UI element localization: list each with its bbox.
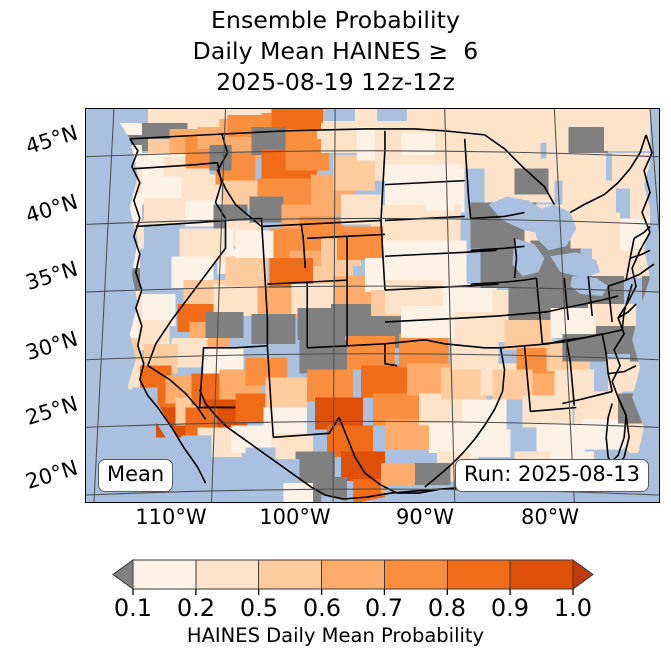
lon-label-90w: 90°W xyxy=(396,505,454,529)
probability-heatmap xyxy=(86,109,659,502)
map-gridlines xyxy=(86,109,659,502)
lon-label-110w: 110°W xyxy=(135,505,207,529)
colorbar-tick-label-1: 0.1 xyxy=(113,594,153,622)
title-line-1: Ensemble Probability xyxy=(211,6,460,34)
title-line-3: 2025-08-19 12z-12z xyxy=(216,68,455,96)
colorbar-tick-label-2: 0.2 xyxy=(176,594,216,622)
colorbar-tick-label-3: 0.5 xyxy=(239,594,279,622)
colorbar-tick-label-5: 0.7 xyxy=(364,594,404,622)
chart-title-block: Ensemble Probability Daily Mean HAINES ≥… xyxy=(0,0,671,98)
lon-label-100w: 100°W xyxy=(259,505,331,529)
lat-label-20n: 20°N xyxy=(22,455,81,494)
colorbar-segment-4 xyxy=(321,559,386,590)
colorbar-segment-2 xyxy=(195,559,260,590)
mean-label-box: Mean xyxy=(98,459,174,492)
colorbar-segment-6 xyxy=(446,559,511,590)
lat-label-45n: 45°N xyxy=(22,120,81,159)
lat-label-35n: 35°N xyxy=(22,256,81,295)
colorbar-tick-label-6: 0.8 xyxy=(427,594,467,622)
map-plot-area[interactable]: Mean Run: 2025-08-13 xyxy=(85,108,660,503)
run-date-box: Run: 2025-08-13 xyxy=(454,459,649,492)
colorbar-segment-7 xyxy=(509,559,574,590)
colorbar-under-arrow xyxy=(112,559,134,590)
title-line-2: Daily Mean HAINES ≥ 6 xyxy=(192,37,479,65)
colorbar-over-arrow xyxy=(572,559,594,590)
lon-label-80w: 80°W xyxy=(521,505,579,529)
colorbar-tick-label-4: 0.6 xyxy=(302,594,342,622)
lat-label-25n: 25°N xyxy=(22,391,81,430)
colorbar-segment-3 xyxy=(258,559,323,590)
colorbar-ticks xyxy=(132,589,574,595)
lat-label-40n: 40°N xyxy=(22,189,81,228)
colorbar-tick-label-8: 1.0 xyxy=(553,594,593,622)
colorbar-segment-1 xyxy=(132,559,197,590)
state-and-coast-borders xyxy=(129,128,655,500)
colorbar-segment-5 xyxy=(383,559,448,590)
colorbar-tick-label-7: 0.9 xyxy=(490,594,530,622)
lat-label-30n: 30°N xyxy=(22,326,81,365)
colorbar-title: HAINES Daily Mean Probability xyxy=(186,624,485,647)
